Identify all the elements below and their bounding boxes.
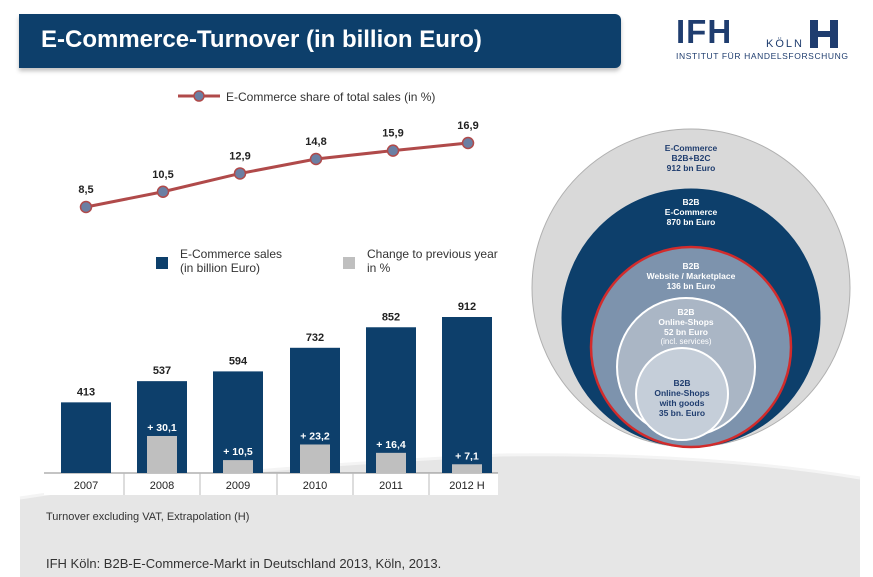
legend-change-line2: in % <box>367 261 391 275</box>
sales-label: 732 <box>306 332 324 344</box>
circle-level-5 <box>635 347 729 441</box>
circle-label-2: B2B E-Commerce 870 bn Euro <box>665 197 717 227</box>
share-point <box>233 167 247 180</box>
logo-subtitle: INSTITUT FÜR HANDELSFORSCHUNG <box>676 51 849 61</box>
sales-bar <box>61 402 111 473</box>
circle-label-line: Online-Shops <box>658 317 714 327</box>
share-point <box>309 152 323 166</box>
sales-label: 413 <box>77 386 95 398</box>
change-label: + 10,5 <box>223 446 253 458</box>
category-label: 2008 <box>150 480 174 492</box>
circle-label-line: B2B <box>682 197 700 207</box>
circle-label-line: 912 bn Euro <box>666 163 716 173</box>
sales-bar <box>366 327 416 473</box>
circle-label-line: 870 bn Euro <box>666 217 716 227</box>
bar-chart: 413 2007 537 2008 594 2009 732 2010 852 2011 912 20… <box>61 301 492 495</box>
legend-sales-line2: (in billion Euro) <box>180 261 261 275</box>
title-bar: E-Commerce-Turnover (in billion Euro) <box>19 14 621 68</box>
sales-bar <box>442 317 492 473</box>
category-label: 2012 H <box>449 480 485 492</box>
change-label: + 30,1 <box>147 422 177 434</box>
logo-mark-icon <box>810 20 838 48</box>
circle-label-line: B2B <box>682 261 700 271</box>
legend-line-swatch <box>178 90 220 102</box>
change-bar <box>452 464 482 473</box>
circle-label-line: B2B <box>677 307 695 317</box>
circle-label-5: B2B Online-Shops with goods 35 bn. Euro <box>654 378 709 418</box>
category-label: 2011 <box>379 480 403 492</box>
share-label: 10,5 <box>152 169 173 181</box>
circle-label-1: E-Commerce B2B+B2C 912 bn Euro <box>665 143 717 173</box>
sales-label: 852 <box>382 311 400 323</box>
line-chart: 8,5 10,5 12,9 14,8 15,9 16,9 <box>78 120 479 214</box>
page-title: E-Commerce-Turnover (in billion Euro) <box>41 26 482 53</box>
category-label: 2007 <box>74 480 98 492</box>
change-label: + 7,1 <box>455 450 479 462</box>
share-point <box>79 200 93 214</box>
sales-bar <box>213 371 263 473</box>
change-label: + 23,2 <box>300 430 330 442</box>
share-label: 15,9 <box>382 128 403 140</box>
share-label: 8,5 <box>78 184 93 196</box>
share-point <box>156 185 170 199</box>
bar-chart-panel <box>44 473 498 495</box>
circle-label-3: B2B Website / Marketplace 136 bn Euro <box>647 261 736 291</box>
circle-label-line: Online-Shops <box>654 388 710 398</box>
circle-label-4: B2B Online-Shops 52 bn Euro (incl. services… <box>658 307 713 347</box>
legend-line-label: E-Commerce share of total sales (in %) <box>226 90 436 104</box>
category-label: 2009 <box>226 480 250 492</box>
legend-sales: E-Commerce sales (in billion Euro) <box>180 247 282 275</box>
change-bar <box>223 460 253 473</box>
legend-change-line1: Change to previous year <box>367 247 498 261</box>
circle-label-line: 136 bn Euro <box>666 281 716 291</box>
circle-label-line: 35 bn. Euro <box>658 408 706 418</box>
logo-city: KÖLN <box>766 38 804 50</box>
change-bar <box>147 436 177 473</box>
circle-label-line: B2B+B2C <box>671 153 711 163</box>
sales-label: 594 <box>229 355 248 367</box>
circle-label-line: (incl. services) <box>660 337 712 346</box>
circle-label-line: B2B <box>673 378 691 388</box>
circle-chart <box>531 128 851 449</box>
legend-change: Change to previous year in % <box>367 247 498 275</box>
share-line <box>85 141 469 209</box>
share-point <box>386 144 400 157</box>
share-label: 12,9 <box>229 150 250 162</box>
circle-label-line: 52 bn Euro <box>664 327 708 337</box>
legend-change-swatch <box>343 257 355 269</box>
change-bar <box>376 452 406 473</box>
circle-label-line: E-Commerce <box>664 207 718 217</box>
legend-sales-swatch <box>156 257 168 269</box>
logo-name: IFH <box>676 13 733 50</box>
share-label: 16,9 <box>457 120 478 132</box>
category-label: 2010 <box>303 480 327 492</box>
circle-label-line: with goods <box>659 398 705 408</box>
change-label: + 16,4 <box>376 439 406 451</box>
ifh-logo: IFH KÖLN INSTITUT FÜR HANDELSFORSCHUNG <box>672 13 849 64</box>
circle-label-line: Website / Marketplace <box>646 271 736 281</box>
footnote: Turnover excluding VAT, Extrapolation (H… <box>46 511 250 523</box>
share-point <box>461 136 475 150</box>
change-bar <box>300 444 330 473</box>
circle-label-line: E-Commerce <box>664 143 718 153</box>
sales-label: 537 <box>153 365 171 377</box>
sales-label: 912 <box>458 301 476 313</box>
share-label: 14,8 <box>305 136 326 148</box>
source-citation: IFH Köln: B2B-E-Commerce-Markt in Deutsc… <box>46 556 442 571</box>
legend-sales-line1: E-Commerce sales <box>180 247 283 261</box>
